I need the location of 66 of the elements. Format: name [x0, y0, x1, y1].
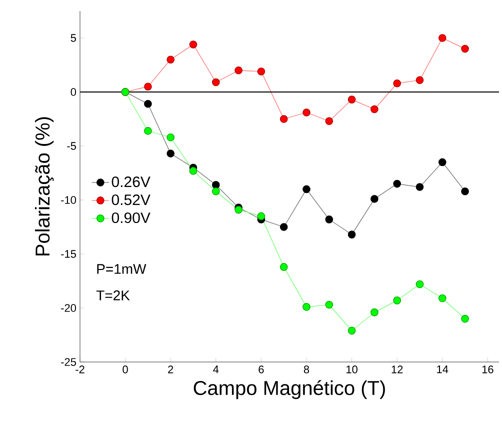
point — [461, 187, 469, 196]
point — [416, 280, 424, 288]
point — [234, 206, 242, 214]
x-tick-label: 4 — [213, 366, 219, 374]
point — [234, 66, 242, 74]
legend-label: 0.26V — [112, 176, 150, 188]
point — [212, 180, 220, 189]
point — [302, 303, 310, 311]
y-tick-label: -15 — [61, 250, 76, 258]
x-tick-label: 12 — [392, 366, 403, 374]
point — [257, 68, 266, 76]
point — [348, 230, 356, 238]
x-tick-label: 14 — [437, 366, 448, 374]
point — [393, 79, 401, 88]
x-tick-label: 6 — [258, 366, 264, 374]
point — [212, 187, 220, 196]
y-axis-title: Polarização (%) — [34, 117, 54, 256]
y-tick-label: -25 — [61, 358, 76, 366]
point — [302, 108, 310, 116]
point — [348, 326, 356, 335]
point — [166, 56, 174, 64]
point — [166, 150, 174, 158]
point — [325, 300, 334, 309]
point — [189, 166, 198, 175]
point — [325, 117, 334, 126]
point — [144, 100, 152, 108]
point — [166, 133, 174, 142]
point — [461, 44, 469, 53]
point — [280, 223, 288, 231]
point — [144, 126, 152, 135]
y-tick-label: 0 — [70, 88, 76, 96]
point — [370, 195, 378, 203]
x-axis-title: Campo Magnético (T) — [194, 380, 385, 400]
x-tick-label: 8 — [304, 366, 310, 374]
x-tick-label: 2 — [168, 366, 174, 374]
y-tick-label: -5 — [67, 142, 76, 150]
point — [393, 296, 401, 304]
point — [370, 105, 378, 114]
point — [257, 212, 266, 220]
point — [438, 158, 446, 166]
x-tick-label: 0 — [122, 366, 128, 374]
point — [212, 78, 220, 86]
point — [461, 314, 469, 323]
point — [280, 263, 288, 271]
point — [416, 76, 424, 84]
y-tick-label: -10 — [61, 196, 76, 204]
point — [438, 34, 446, 42]
annotation: P=1mW — [97, 264, 146, 274]
point — [416, 183, 424, 191]
legend-label: 0.90V — [112, 212, 150, 224]
point — [348, 96, 356, 104]
point — [144, 82, 152, 90]
legend-label: 0.52V — [112, 194, 150, 206]
y-tick-label: 5 — [70, 34, 76, 42]
point — [302, 185, 310, 194]
x-tick-label: 16 — [482, 366, 494, 374]
point — [280, 115, 288, 123]
point — [393, 180, 401, 188]
y-tick-label: -20 — [61, 304, 76, 312]
annotation: T=2K — [96, 290, 130, 300]
point — [438, 294, 446, 302]
point — [370, 308, 378, 316]
point — [189, 40, 198, 48]
point — [325, 216, 334, 224]
x-tick-label: 10 — [346, 366, 358, 374]
x-tick-label: -2 — [76, 366, 84, 374]
